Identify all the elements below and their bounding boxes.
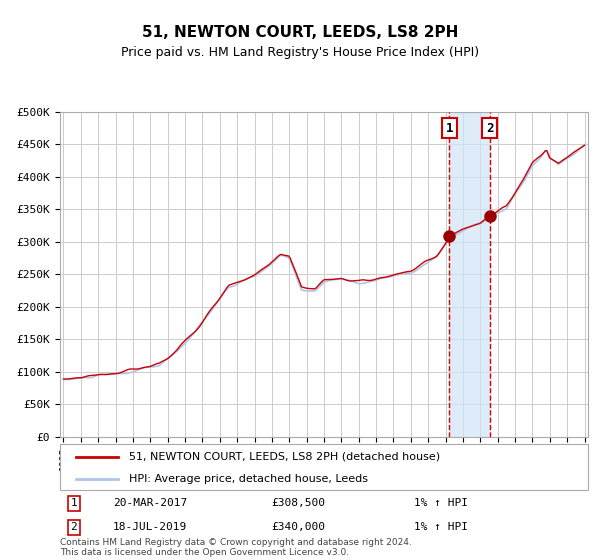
Text: HPI: Average price, detached house, Leeds: HPI: Average price, detached house, Leed… (128, 474, 368, 483)
Text: £308,500: £308,500 (271, 498, 325, 508)
Bar (449, 112, 490, 437)
Text: 51, NEWTON COURT, LEEDS, LS8 2PH: 51, NEWTON COURT, LEEDS, LS8 2PH (142, 25, 458, 40)
Text: 1: 1 (446, 122, 453, 135)
Text: 1: 1 (71, 498, 77, 508)
Text: Price paid vs. HM Land Registry's House Price Index (HPI): Price paid vs. HM Land Registry's House … (121, 46, 479, 59)
FancyBboxPatch shape (60, 444, 588, 490)
Text: 2: 2 (71, 522, 77, 533)
Text: 18-JUL-2019: 18-JUL-2019 (113, 522, 187, 533)
Text: 1% ↑ HPI: 1% ↑ HPI (414, 498, 468, 508)
Text: 1% ↑ HPI: 1% ↑ HPI (414, 522, 468, 533)
Text: 2: 2 (486, 122, 494, 135)
Text: £340,000: £340,000 (271, 522, 325, 533)
Text: Contains HM Land Registry data © Crown copyright and database right 2024.
This d: Contains HM Land Registry data © Crown c… (60, 538, 412, 557)
Text: 51, NEWTON COURT, LEEDS, LS8 2PH (detached house): 51, NEWTON COURT, LEEDS, LS8 2PH (detach… (128, 452, 440, 462)
Text: 20-MAR-2017: 20-MAR-2017 (113, 498, 187, 508)
